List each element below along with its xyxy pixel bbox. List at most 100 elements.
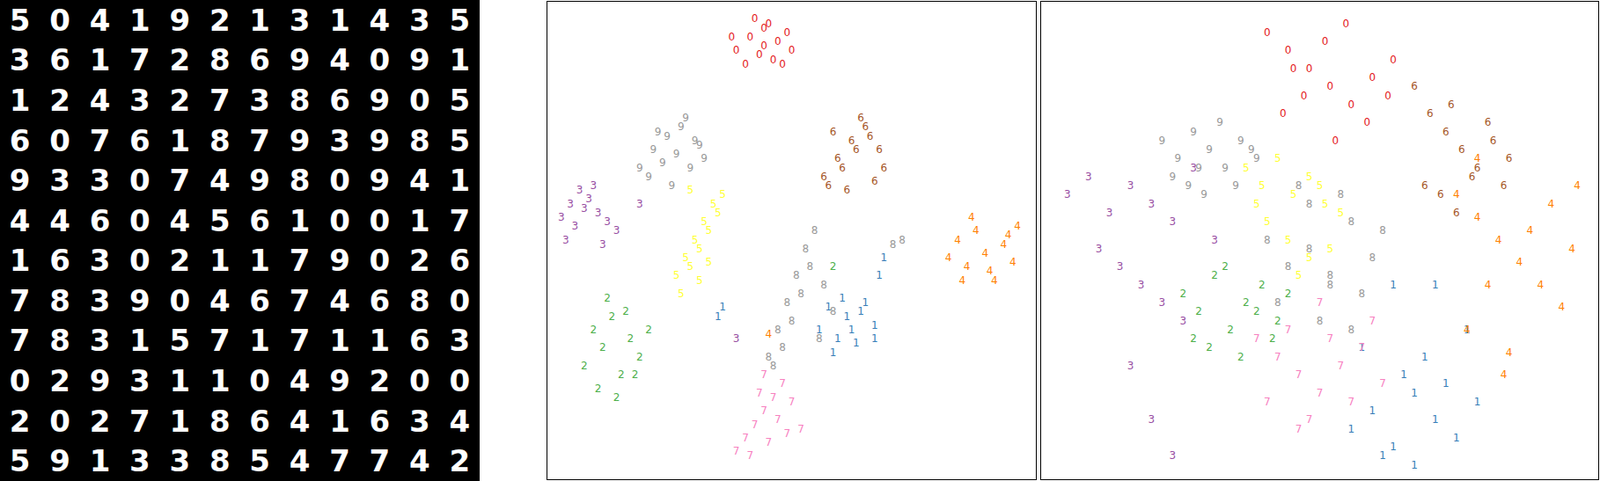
svg-text:4: 4 bbox=[1474, 211, 1482, 224]
svg-text:6: 6 bbox=[1500, 179, 1508, 192]
svg-text:6: 6 bbox=[1437, 188, 1445, 201]
svg-text:1: 1 bbox=[714, 310, 722, 323]
svg-text:3: 3 bbox=[1095, 242, 1103, 256]
svg-text:9: 9 bbox=[1221, 161, 1229, 175]
svg-text:9: 9 bbox=[1184, 179, 1192, 192]
svg-text:8: 8 bbox=[1284, 260, 1292, 273]
svg-text:5: 5 bbox=[682, 251, 690, 265]
svg-text:2: 2 bbox=[1226, 323, 1234, 337]
svg-text:9: 9 bbox=[1237, 134, 1245, 147]
svg-text:7: 7 bbox=[788, 396, 796, 409]
svg-text:6: 6 bbox=[844, 183, 852, 197]
svg-text:7: 7 bbox=[755, 387, 764, 400]
svg-text:7: 7 bbox=[774, 413, 782, 426]
svg-text:0: 0 bbox=[1343, 17, 1351, 30]
svg-text:3: 3 bbox=[1148, 413, 1156, 426]
svg-text:1: 1 bbox=[719, 300, 727, 314]
svg-text:5: 5 bbox=[696, 274, 704, 287]
svg-text:4: 4 bbox=[986, 264, 994, 278]
svg-text:3: 3 bbox=[603, 215, 611, 228]
svg-text:1: 1 bbox=[875, 269, 883, 282]
svg-text:3: 3 bbox=[566, 198, 574, 211]
svg-text:0: 0 bbox=[1279, 107, 1287, 120]
svg-text:1: 1 bbox=[1463, 323, 1471, 337]
svg-text:8: 8 bbox=[1348, 215, 1356, 228]
svg-text:7: 7 bbox=[1327, 332, 1335, 345]
svg-text:1: 1 bbox=[1389, 440, 1397, 454]
svg-text:3: 3 bbox=[636, 198, 644, 211]
svg-text:8: 8 bbox=[1295, 179, 1303, 192]
svg-text:9: 9 bbox=[1159, 134, 1167, 147]
svg-text:8: 8 bbox=[1306, 242, 1314, 256]
svg-text:2: 2 bbox=[626, 332, 634, 345]
svg-text:1: 1 bbox=[1357, 341, 1366, 354]
svg-text:1: 1 bbox=[1421, 351, 1429, 364]
svg-text:4: 4 bbox=[1495, 234, 1503, 247]
svg-text:4: 4 bbox=[1505, 346, 1513, 360]
svg-text:9: 9 bbox=[700, 152, 708, 165]
svg-text:4: 4 bbox=[1547, 198, 1555, 211]
svg-text:5: 5 bbox=[696, 242, 704, 256]
svg-text:3: 3 bbox=[1168, 215, 1176, 228]
svg-text:7: 7 bbox=[1306, 413, 1314, 426]
svg-text:0: 0 bbox=[1332, 134, 1340, 147]
svg-text:5: 5 bbox=[700, 215, 708, 228]
svg-text:9: 9 bbox=[1195, 161, 1203, 175]
svg-text:8: 8 bbox=[829, 305, 837, 318]
svg-text:4: 4 bbox=[963, 260, 971, 273]
svg-text:1: 1 bbox=[852, 337, 860, 350]
svg-text:0: 0 bbox=[1263, 26, 1271, 39]
svg-text:8: 8 bbox=[778, 341, 786, 354]
svg-text:3: 3 bbox=[1189, 161, 1197, 175]
svg-text:2: 2 bbox=[1195, 305, 1203, 318]
svg-text:8: 8 bbox=[774, 323, 782, 337]
svg-text:1: 1 bbox=[1431, 413, 1439, 426]
svg-text:3: 3 bbox=[1211, 234, 1219, 247]
svg-text:1: 1 bbox=[1400, 368, 1408, 382]
svg-text:1: 1 bbox=[829, 346, 837, 360]
svg-text:2: 2 bbox=[1211, 269, 1219, 282]
svg-text:2: 2 bbox=[603, 292, 611, 305]
svg-text:9: 9 bbox=[645, 170, 653, 184]
svg-text:3: 3 bbox=[562, 234, 570, 247]
svg-text:3: 3 bbox=[1106, 206, 1114, 220]
svg-text:9: 9 bbox=[696, 139, 704, 152]
svg-text:0: 0 bbox=[755, 48, 764, 61]
svg-text:1: 1 bbox=[844, 310, 852, 323]
svg-text:1: 1 bbox=[871, 332, 879, 345]
svg-text:2: 2 bbox=[1179, 287, 1187, 301]
svg-text:3: 3 bbox=[1168, 449, 1176, 463]
svg-text:2: 2 bbox=[1284, 287, 1292, 301]
svg-text:3: 3 bbox=[599, 238, 607, 251]
svg-text:2: 2 bbox=[1189, 332, 1197, 345]
svg-text:7: 7 bbox=[778, 377, 786, 390]
svg-text:1: 1 bbox=[1453, 432, 1461, 445]
svg-text:1: 1 bbox=[834, 332, 842, 345]
svg-text:4: 4 bbox=[1500, 368, 1508, 382]
svg-text:3: 3 bbox=[594, 206, 602, 220]
svg-text:2: 2 bbox=[1253, 305, 1261, 318]
svg-text:5: 5 bbox=[1284, 234, 1292, 247]
svg-text:6: 6 bbox=[1453, 206, 1461, 220]
svg-text:8: 8 bbox=[783, 296, 791, 309]
svg-text:0: 0 bbox=[1306, 62, 1314, 75]
svg-text:6: 6 bbox=[834, 152, 842, 165]
svg-text:9: 9 bbox=[659, 156, 667, 169]
svg-text:0: 0 bbox=[1300, 89, 1308, 103]
svg-text:4: 4 bbox=[764, 328, 772, 341]
svg-text:5: 5 bbox=[1295, 269, 1303, 282]
svg-text:8: 8 bbox=[1337, 188, 1345, 201]
svg-text:3: 3 bbox=[1127, 359, 1135, 373]
svg-text:0: 0 bbox=[1384, 89, 1392, 103]
svg-text:4: 4 bbox=[1526, 224, 1534, 237]
svg-text:8: 8 bbox=[1379, 224, 1387, 237]
svg-text:4: 4 bbox=[1009, 256, 1017, 269]
svg-text:4: 4 bbox=[958, 274, 966, 287]
svg-text:4: 4 bbox=[972, 224, 980, 237]
svg-text:3: 3 bbox=[1137, 278, 1145, 292]
svg-text:2: 2 bbox=[594, 382, 602, 396]
svg-text:8: 8 bbox=[764, 351, 772, 364]
svg-text:9: 9 bbox=[1216, 116, 1224, 129]
svg-text:8: 8 bbox=[788, 315, 796, 328]
svg-text:5: 5 bbox=[1316, 179, 1324, 192]
